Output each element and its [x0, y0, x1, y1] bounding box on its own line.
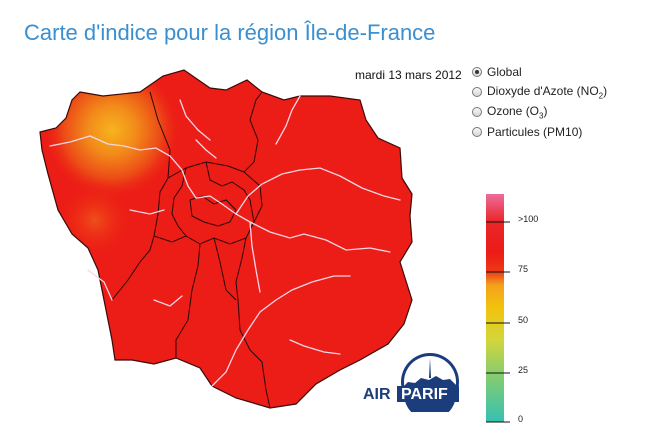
- scale-bar: [486, 194, 504, 422]
- tick-label-0: 0: [518, 414, 524, 424]
- radio-pm10[interactable]: [472, 127, 482, 137]
- map-date: mardi 13 mars 2012: [355, 68, 462, 82]
- option-ozone[interactable]: Ozone (O3): [472, 102, 607, 122]
- tick-label-100: >100: [518, 214, 539, 224]
- page-title: Carte d'indice pour la région Île-de-Fra…: [24, 20, 436, 45]
- airparif-logo[interactable]: AIR PARIF: [363, 352, 473, 412]
- option-no2-label: Dioxyde d'Azote (NO2): [487, 83, 608, 101]
- tick-label-75: 75: [518, 264, 529, 274]
- pollutant-selector: Global Dioxyde d'Azote (NO2) Ozone (O3) …: [472, 62, 607, 142]
- tick-label-50: 50: [518, 315, 529, 325]
- option-global-label: Global: [487, 65, 522, 79]
- logo-text-air: AIR: [363, 386, 391, 403]
- radio-ozone[interactable]: [472, 107, 482, 117]
- option-ozone-label: Ozone (O3): [487, 103, 548, 121]
- radio-global[interactable]: [472, 67, 482, 77]
- department-borders: [111, 91, 271, 409]
- option-pm10[interactable]: Particules (PM10): [472, 122, 607, 142]
- logo-text-parif: PARIF: [401, 386, 448, 403]
- radio-no2[interactable]: [472, 87, 482, 97]
- region-border: [39, 69, 413, 409]
- option-pm10-label: Particules (PM10): [487, 125, 583, 139]
- tick-label-25: 25: [518, 365, 529, 375]
- rivers: [49, 95, 401, 387]
- ile-de-france-index-map: [39, 69, 413, 409]
- option-no2[interactable]: Dioxyde d'Azote (NO2): [472, 82, 607, 102]
- option-global[interactable]: Global: [472, 62, 607, 82]
